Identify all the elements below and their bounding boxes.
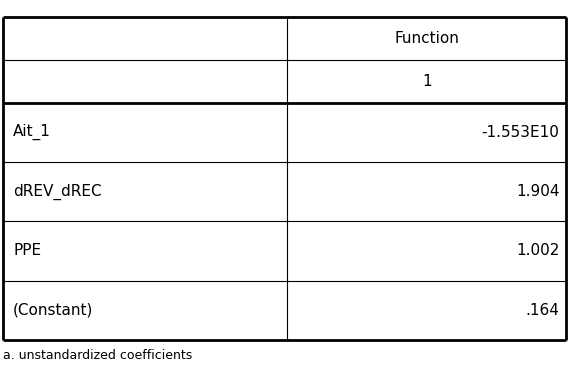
Text: 1.904: 1.904 <box>516 184 559 199</box>
Text: a. unstandardized coefficients: a. unstandardized coefficients <box>3 349 192 362</box>
Text: (Constant): (Constant) <box>13 303 93 318</box>
Text: dREV_dREC: dREV_dREC <box>13 184 102 200</box>
Text: .164: .164 <box>525 303 559 318</box>
Text: -1.553E10: -1.553E10 <box>481 125 559 140</box>
Text: Function: Function <box>394 31 459 46</box>
Text: 1: 1 <box>422 74 431 89</box>
Text: PPE: PPE <box>13 243 41 258</box>
Text: 1.002: 1.002 <box>516 243 559 258</box>
Text: Ait_1: Ait_1 <box>13 124 51 141</box>
